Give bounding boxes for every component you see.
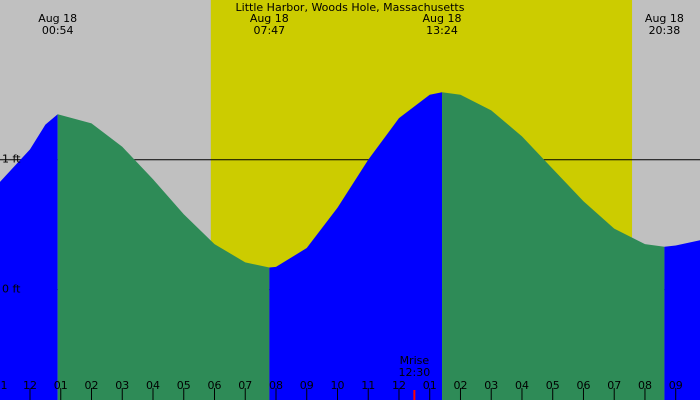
x-tick-label: 12 [23,379,37,392]
x-tick-label: 03 [484,379,498,392]
event-time: 13:24 [426,24,458,37]
x-tick-label: 09 [300,379,314,392]
x-tick-label: 08 [638,379,652,392]
tide-area [664,240,700,400]
tide-area [57,114,270,400]
x-tick-label: 11 [361,379,375,392]
x-tick-label: 01 [423,379,437,392]
moonrise-label: Mrise [400,354,430,367]
x-tick-label: 01 [54,379,68,392]
tide-area [269,92,443,400]
x-tick-label: 07 [607,379,621,392]
x-tick-label: 04 [515,379,529,392]
x-tick-label: 10 [330,379,344,392]
x-tick-label: 08 [269,379,283,392]
tide-area [442,92,665,400]
y-tick-label: 0 ft [2,283,21,296]
event-time: 20:38 [649,24,681,37]
event-date: Aug 18 [38,12,77,25]
event-date: Aug 18 [645,12,684,25]
event-date: Aug 18 [423,12,462,25]
x-tick-label: 09 [669,379,683,392]
moonrise-time: 12:30 [399,366,431,379]
y-tick-label: 1 ft [2,153,21,166]
x-tick-label: 03 [115,379,129,392]
x-tick-label: 1 [1,379,8,392]
x-tick-label: 06 [576,379,590,392]
x-tick-label: 12 [392,379,406,392]
event-time: 00:54 [42,24,74,37]
x-tick-label: 02 [453,379,467,392]
x-tick-label: 05 [546,379,560,392]
tide-area [0,114,58,400]
event-time: 07:47 [253,24,285,37]
x-tick-label: 02 [85,379,99,392]
x-tick-label: 06 [207,379,221,392]
event-date: Aug 18 [250,12,289,25]
chart-title: Little Harbor, Woods Hole, Massachusetts [236,1,465,14]
x-tick-label: 07 [238,379,252,392]
x-tick-label: 05 [177,379,191,392]
x-tick-label: 04 [146,379,160,392]
